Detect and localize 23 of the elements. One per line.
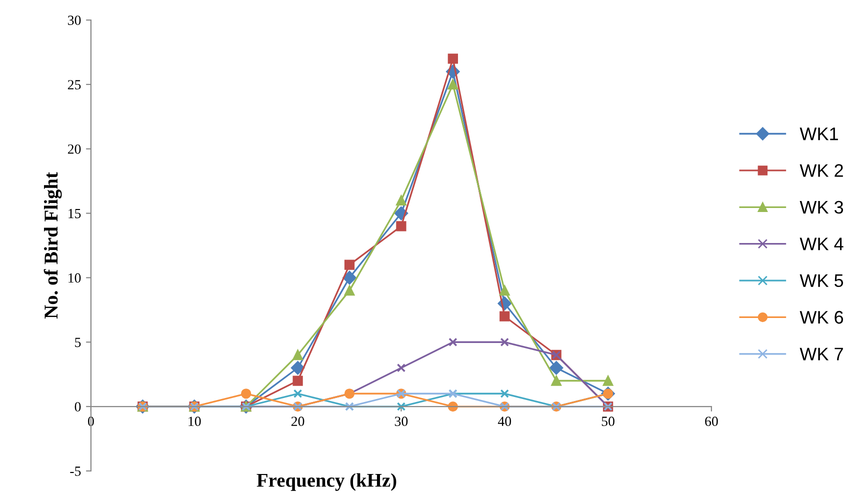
x-tick-label: 60 bbox=[705, 416, 718, 426]
y-tick-label: 5 bbox=[75, 338, 81, 348]
x-axis-title: Frequency (kHz) bbox=[256, 473, 396, 491]
x-tick-label: 10 bbox=[188, 416, 201, 426]
y-tick-label: 0 bbox=[74, 402, 81, 412]
y-tick-label: -5 bbox=[70, 466, 81, 476]
legend-label: WK 4 bbox=[800, 238, 844, 250]
y-tick-label: 20 bbox=[68, 144, 81, 154]
x-tick-label: 40 bbox=[498, 416, 512, 426]
legend-label: WK1 bbox=[800, 128, 838, 140]
y-tick-label: 25 bbox=[68, 80, 81, 90]
legend-label: WK 6 bbox=[800, 310, 844, 324]
y-tick-label: 30 bbox=[68, 16, 81, 25]
x-tick-label: 50 bbox=[602, 416, 614, 426]
legend-label: WK 2 bbox=[800, 164, 843, 177]
y-tick-label: 10 bbox=[68, 273, 81, 283]
legend-label: WK 5 bbox=[800, 274, 844, 288]
x-tick-label: 20 bbox=[291, 416, 304, 426]
x-tick-label: 30 bbox=[394, 416, 408, 426]
y-tick-label: 15 bbox=[68, 208, 81, 218]
legend-label: WK 3 bbox=[800, 200, 844, 214]
y-axis-title: No. of Bird Flight bbox=[44, 172, 62, 319]
legend-label: WK 7 bbox=[800, 348, 843, 360]
